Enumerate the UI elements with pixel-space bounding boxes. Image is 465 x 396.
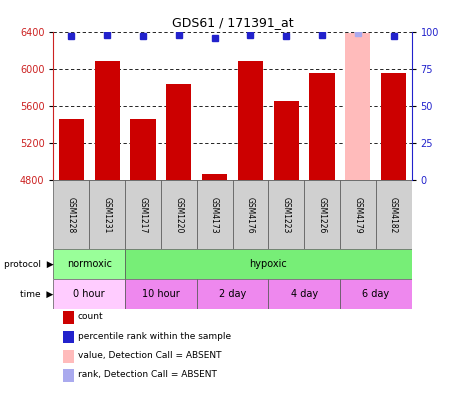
Text: 2 day: 2 day — [219, 289, 246, 299]
Bar — [345, 32, 370, 180]
Bar — [59, 119, 84, 180]
Bar — [53, 180, 89, 249]
Bar — [53, 279, 125, 309]
Text: time  ▶: time ▶ — [20, 289, 53, 299]
Text: GSM4176: GSM4176 — [246, 196, 255, 233]
Bar — [202, 174, 227, 180]
Bar — [197, 279, 268, 309]
Bar — [131, 119, 155, 180]
Text: hypoxic: hypoxic — [249, 259, 287, 269]
Bar — [268, 180, 304, 249]
Text: protocol  ▶: protocol ▶ — [4, 260, 53, 269]
Text: 6 day: 6 day — [362, 289, 389, 299]
Bar — [95, 61, 120, 180]
Text: GSM4173: GSM4173 — [210, 196, 219, 233]
Text: GSM1217: GSM1217 — [139, 197, 147, 233]
Bar — [232, 180, 268, 249]
Bar — [161, 180, 197, 249]
Bar — [53, 249, 125, 279]
Bar — [125, 180, 161, 249]
Bar — [304, 180, 340, 249]
Text: GSM1226: GSM1226 — [318, 197, 326, 233]
Bar — [197, 180, 232, 249]
Text: GSM1231: GSM1231 — [103, 197, 112, 233]
Text: value, Detection Call = ABSENT: value, Detection Call = ABSENT — [78, 351, 221, 360]
Text: normoxic: normoxic — [67, 259, 112, 269]
Bar — [89, 180, 125, 249]
Bar — [340, 279, 412, 309]
Text: 10 hour: 10 hour — [142, 289, 180, 299]
Bar — [125, 279, 197, 309]
Bar — [381, 73, 406, 180]
Text: percentile rank within the sample: percentile rank within the sample — [78, 332, 231, 341]
Bar — [376, 180, 412, 249]
Bar — [310, 72, 334, 180]
Text: 0 hour: 0 hour — [73, 289, 105, 299]
Text: 4 day: 4 day — [291, 289, 318, 299]
Bar — [274, 101, 299, 180]
Title: GDS61 / 171391_at: GDS61 / 171391_at — [172, 16, 293, 29]
Text: count: count — [78, 312, 103, 321]
Text: GSM1228: GSM1228 — [67, 197, 76, 233]
Bar — [238, 61, 263, 180]
Text: rank, Detection Call = ABSENT: rank, Detection Call = ABSENT — [78, 370, 217, 379]
Text: GSM1223: GSM1223 — [282, 197, 291, 233]
Bar — [125, 249, 412, 279]
Text: GSM4179: GSM4179 — [353, 196, 362, 233]
Text: GSM1220: GSM1220 — [174, 197, 183, 233]
Bar — [340, 180, 376, 249]
Text: GSM4182: GSM4182 — [389, 197, 398, 233]
Bar — [268, 279, 340, 309]
Bar — [166, 84, 191, 180]
